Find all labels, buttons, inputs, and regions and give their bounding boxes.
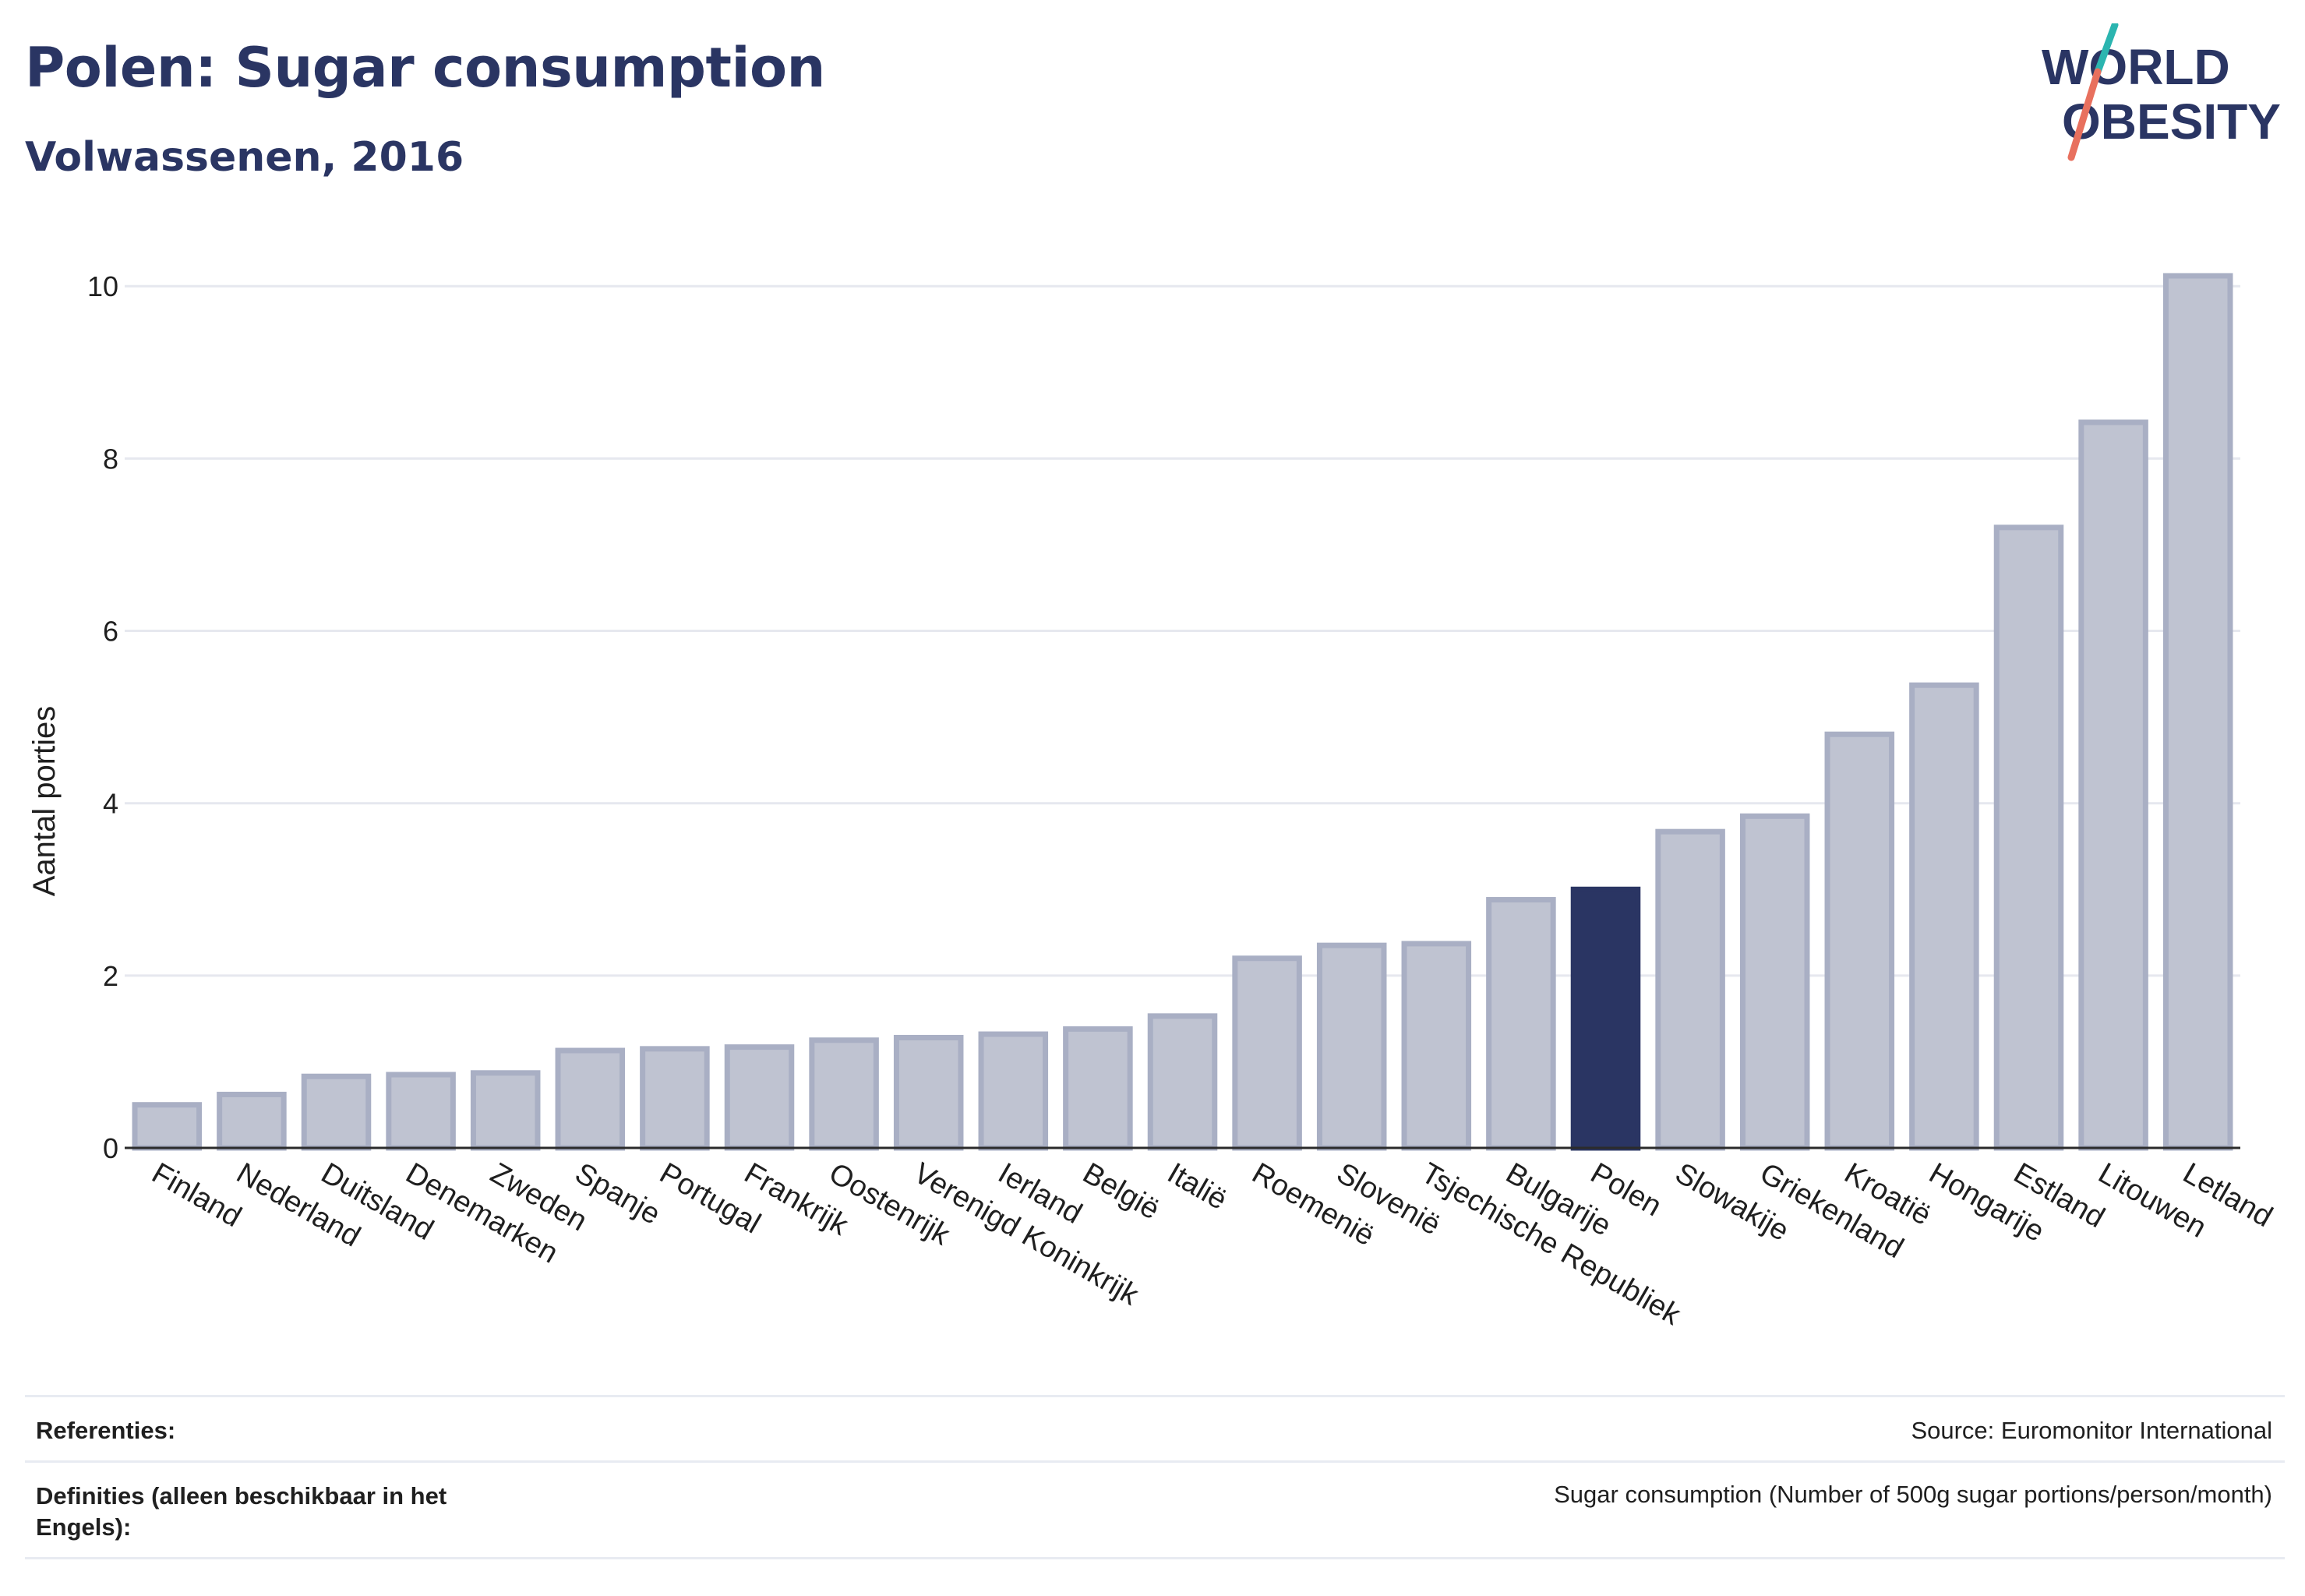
y-axis-ticks: 0 2 4 6 8 10 (87, 270, 118, 1164)
y-axis-title: Aantal porties (27, 706, 62, 897)
x-tick-label: Finland (146, 1156, 247, 1234)
y-tick-label: 4 (103, 788, 118, 820)
bar-italië (1147, 1013, 1218, 1151)
bar-estland (1993, 524, 2064, 1151)
y-tick-label: 0 (103, 1132, 118, 1164)
x-axis-labels: FinlandNederlandDuitslandDenemarkenZwede… (146, 1156, 2278, 1332)
definitions-label: Definities (alleen beschikbaar in het En… (36, 1482, 447, 1541)
references-label: Referenties: (36, 1417, 176, 1444)
bar-hongarije (1909, 682, 1979, 1151)
logo-text-obesity: OBESITY (2062, 94, 2281, 150)
bar-duitsland (301, 1073, 372, 1151)
bar-ierland (978, 1031, 1049, 1151)
logo-text-world: WORLD (2042, 39, 2230, 95)
bar-letland (2162, 273, 2233, 1151)
bar-slovenië (1316, 942, 1387, 1151)
footer-divider-top (25, 1395, 2285, 1397)
logo-slash-top (2094, 23, 2119, 76)
x-tick-label: België (1077, 1156, 1164, 1226)
bar-frankrijk (724, 1044, 795, 1151)
bar-chart: 0 2 4 6 8 10 FinlandNederlandDuitslandDenemar… (27, 270, 2278, 1332)
y-tick-label: 8 (103, 443, 118, 475)
x-tick-label: Italië (1162, 1156, 1233, 1216)
bar-oostenrijk (809, 1037, 879, 1151)
bar-spanje (555, 1047, 626, 1151)
bar-litouwen (2078, 419, 2148, 1151)
footer-divider-bottom (25, 1557, 2285, 1559)
references-value: Source: Euromonitor International (1911, 1417, 2272, 1444)
y-tick-label: 10 (87, 270, 118, 302)
bar-griekenland (1739, 813, 1810, 1151)
bar-nederland (217, 1091, 287, 1151)
bar-kroatië (1824, 731, 1895, 1151)
bar-slowakije (1655, 828, 1725, 1151)
bar-zweden (470, 1070, 541, 1151)
bar-verenigd-koninkrijk (893, 1034, 964, 1151)
bar-portugal (640, 1046, 710, 1151)
bars (132, 273, 2233, 1151)
chart-subtitle: Volwassenen, 2016 (25, 134, 464, 181)
bar-belgië (1063, 1026, 1133, 1151)
bar-tsjechische-republiek (1401, 941, 1472, 1151)
definitions-value: Sugar consumption (Number of 500g sugar … (1554, 1481, 2272, 1508)
world-obesity-logo: WORLD OBESITY (2042, 23, 2281, 161)
bar-roemenië (1232, 955, 1302, 1151)
bar-bulgarije (1486, 897, 1556, 1151)
y-tick-label: 6 (103, 616, 118, 648)
y-tick-label: 2 (103, 960, 118, 992)
chart-title: Polen: Sugar consumption (25, 36, 825, 100)
footer-divider-middle (25, 1460, 2285, 1463)
bar-finland (132, 1102, 203, 1151)
bar-polen (1570, 886, 1641, 1151)
bar-denemarken (386, 1072, 456, 1151)
logo-slash-bottom (2067, 68, 2102, 161)
